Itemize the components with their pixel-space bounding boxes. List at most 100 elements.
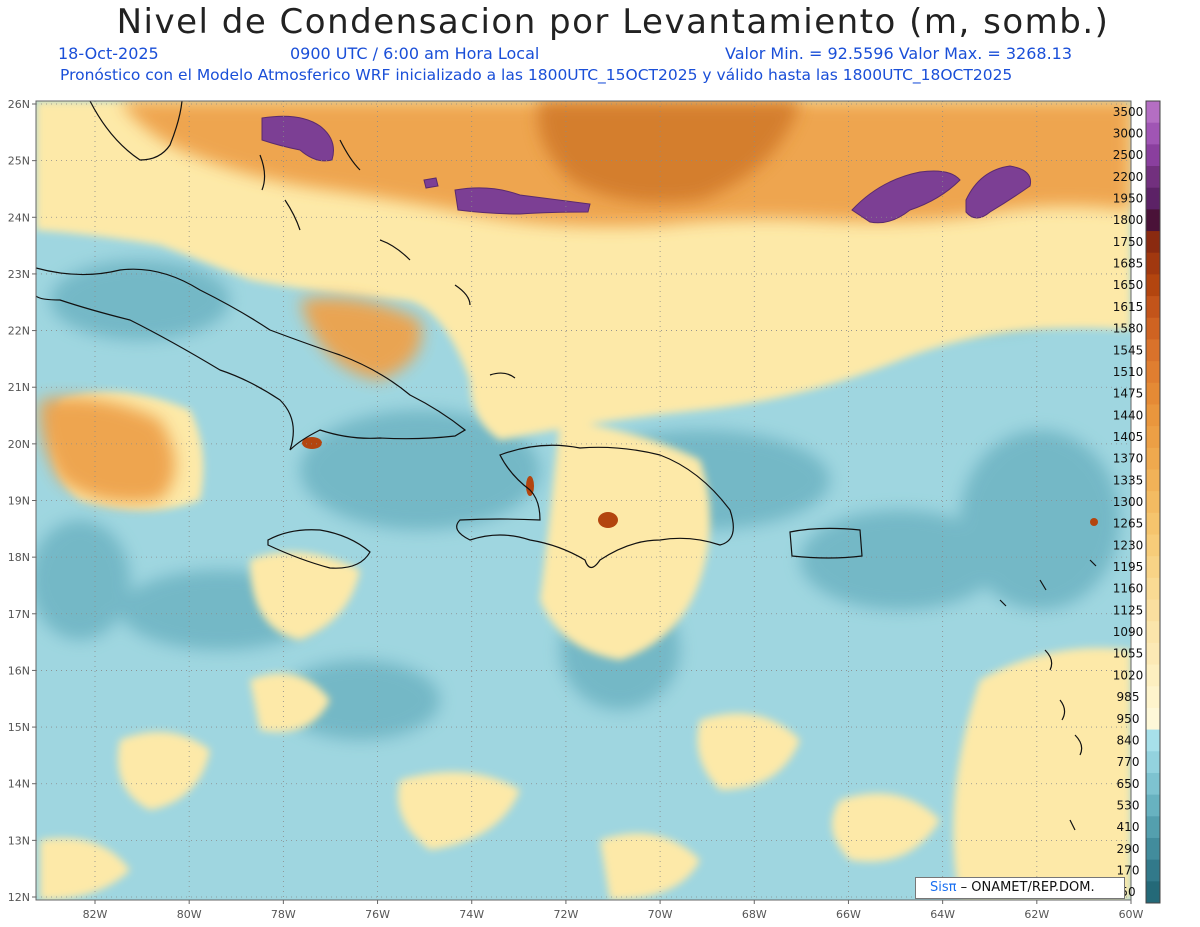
colorbar-label: 1300 xyxy=(1113,495,1144,509)
colorbar-swatch xyxy=(1146,729,1160,752)
colorbar-swatch xyxy=(1146,274,1160,297)
colorbar-swatch xyxy=(1146,772,1160,796)
colorbar-swatch xyxy=(1146,122,1160,145)
florida-coast xyxy=(89,101,183,161)
colorbar-swatch xyxy=(1146,816,1160,839)
lat-label: 22N xyxy=(8,325,30,338)
lat-label: 16N xyxy=(8,664,30,677)
jamaica-coast xyxy=(267,529,371,569)
colorbar-label: 1195 xyxy=(1113,560,1144,574)
colorbar-swatch xyxy=(1146,794,1160,817)
lesser-antilles-coast xyxy=(999,559,1097,831)
lat-label: 19N xyxy=(8,495,30,508)
colorbar-swatch xyxy=(1146,751,1160,774)
colorbar-swatch xyxy=(1146,144,1160,167)
credit-org: – ONAMET/REP.DOM. xyxy=(960,880,1095,895)
colorbar-swatch xyxy=(1146,296,1160,319)
colorbar-swatch xyxy=(1146,664,1160,687)
lat-label: 25N xyxy=(8,155,30,168)
colorbar-swatch xyxy=(1146,642,1160,666)
colorbar-label: 290 xyxy=(1117,842,1140,856)
colorbar-swatch xyxy=(1146,447,1160,470)
lat-label: 15N xyxy=(8,721,30,734)
colorbar-label: 1370 xyxy=(1113,452,1144,466)
colorbar-label: 1335 xyxy=(1113,473,1144,487)
lon-label: 76W xyxy=(365,908,390,921)
colorbar-label: 950 xyxy=(1117,712,1140,726)
lon-label: 66W xyxy=(836,908,861,921)
colorbar-label: 2200 xyxy=(1113,170,1144,184)
colorbar-label: 1230 xyxy=(1113,538,1144,552)
colorbar-swatch xyxy=(1146,859,1160,882)
colorbar-label: 1055 xyxy=(1113,647,1144,661)
colorbar-label: 985 xyxy=(1117,690,1140,704)
colorbar-swatch xyxy=(1146,577,1160,601)
colorbar-swatch xyxy=(1146,556,1160,579)
colorbar-swatch xyxy=(1146,382,1160,405)
colorbar-label: 1950 xyxy=(1113,192,1144,206)
colorbar-label: 3000 xyxy=(1113,127,1144,141)
graticule xyxy=(36,101,1131,900)
colorbar-label: 170 xyxy=(1117,863,1140,877)
colorbar-swatch xyxy=(1146,534,1160,557)
axis-ticks: 26N 25N 24N 23N 22N 21N 20N 19N 18N 17N 16N 15N 14N 1… xyxy=(8,98,1144,921)
chart-title: Nivel de Condensacion por Levantamiento … xyxy=(116,2,1110,42)
colorbar-label: 3500 xyxy=(1113,105,1144,119)
colorbar-swatch xyxy=(1146,252,1160,275)
colorbar-label: 1580 xyxy=(1113,322,1144,336)
colorbar-swatch xyxy=(1146,707,1160,731)
colorbar-label: 1090 xyxy=(1113,625,1144,639)
lat-label: 23N xyxy=(8,268,30,281)
lat-label: 14N xyxy=(8,778,30,791)
lon-label: 72W xyxy=(553,908,578,921)
colorbar-swatch xyxy=(1146,881,1160,904)
colorbar-swatch xyxy=(1146,187,1160,210)
forecast-time: 0900 UTC / 6:00 am Hora Local xyxy=(290,44,540,63)
lon-label: 78W xyxy=(271,908,296,921)
colorbar-label: 1125 xyxy=(1113,603,1144,617)
colorbar-label: 1800 xyxy=(1113,213,1144,227)
colorbar: 3500 3000 2500 2200 1950 1800 1750 1685 1650 1615… xyxy=(1113,100,1161,904)
colorbar-label: 1475 xyxy=(1113,387,1144,401)
lon-label: 60W xyxy=(1119,908,1144,921)
colorbar-swatch xyxy=(1146,101,1160,124)
colorbar-label: 1020 xyxy=(1113,668,1144,682)
colorbar-swatch xyxy=(1146,469,1160,492)
colorbar-label: 1750 xyxy=(1113,235,1144,249)
colorbar-swatch xyxy=(1146,404,1160,427)
colorbar-label: 2500 xyxy=(1113,148,1144,162)
colorbar-swatch xyxy=(1146,837,1160,861)
colorbar-label: 770 xyxy=(1117,755,1140,769)
colorbar-swatch xyxy=(1146,231,1160,254)
lat-label: 17N xyxy=(8,608,30,621)
model-run-info: Pronóstico con el Modelo Atmosferico WRF… xyxy=(60,66,1013,84)
colorbar-swatch xyxy=(1146,426,1160,449)
coastlines xyxy=(36,101,1097,831)
puerto-rico-coast xyxy=(789,527,863,559)
colorbar-label: 410 xyxy=(1117,820,1140,834)
forecast-date: 18-Oct-2025 xyxy=(58,44,159,63)
lon-label: 62W xyxy=(1024,908,1049,921)
lon-label: 64W xyxy=(930,908,955,921)
colorbar-swatch xyxy=(1146,209,1160,232)
lat-label: 18N xyxy=(8,551,30,564)
bahamas-coast xyxy=(259,139,516,379)
colorbar-label: 530 xyxy=(1117,798,1140,812)
colorbar-swatch xyxy=(1146,361,1160,384)
lat-label: 12N xyxy=(8,891,30,904)
lon-label: 70W xyxy=(648,908,673,921)
colorbar-label: 1545 xyxy=(1113,343,1144,357)
colorbar-swatch xyxy=(1146,512,1160,536)
lon-label: 74W xyxy=(459,908,484,921)
lon-label: 80W xyxy=(177,908,202,921)
sispi-logo: Sisπ xyxy=(930,880,957,895)
colorbar-swatch xyxy=(1146,166,1160,189)
lat-label: 13N xyxy=(8,834,30,847)
colorbar-label: 1615 xyxy=(1113,300,1144,314)
colorbar-label: 650 xyxy=(1117,777,1140,791)
lat-label: 24N xyxy=(8,211,30,224)
lat-label: 21N xyxy=(8,381,30,394)
shaded-field xyxy=(36,101,1131,900)
min-max-values: Valor Min. = 92.5596 Valor Max. = 3268.1… xyxy=(725,44,1073,63)
